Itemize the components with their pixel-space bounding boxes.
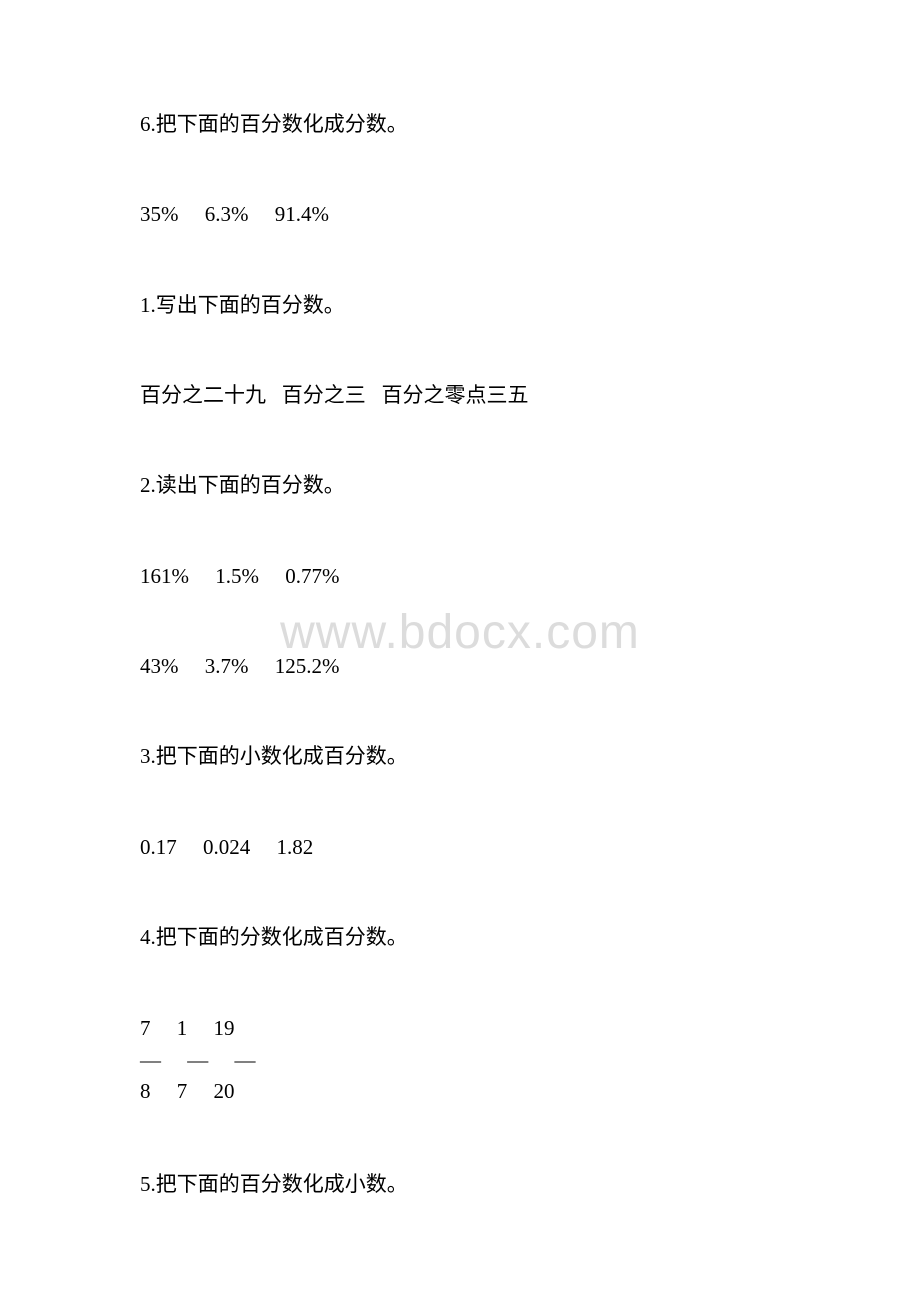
question-5-title: 5.把下面的百分数化成小数。 — [140, 1170, 800, 1198]
fraction-numerators: 7 1 19 — [140, 1013, 800, 1045]
question-6-title: 6.把下面的百分数化成分数。 — [140, 110, 800, 138]
question-6-values: 35% 6.3% 91.4% — [140, 200, 800, 228]
question-4-fractions: 7 1 19 — — — 8 7 20 — [140, 1013, 800, 1108]
question-2-title: 2.读出下面的百分数。 — [140, 471, 800, 499]
question-4-title: 4.把下面的分数化成百分数。 — [140, 923, 800, 951]
question-3-values: 0.17 0.024 1.82 — [140, 833, 800, 861]
document-page: www.bdocx.com 6.把下面的百分数化成分数。 35% 6.3% 91… — [0, 0, 920, 1302]
document-content: 6.把下面的百分数化成分数。 35% 6.3% 91.4% 1.写出下面的百分数… — [0, 0, 920, 1198]
question-1-title: 1.写出下面的百分数。 — [140, 291, 800, 319]
question-1-values: 百分之二十九 百分之三 百分之零点三五 — [140, 381, 800, 409]
question-2-values-row2: 43% 3.7% 125.2% — [140, 652, 800, 680]
fraction-denominators: 8 7 20 — [140, 1076, 800, 1108]
question-3-title: 3.把下面的小数化成百分数。 — [140, 742, 800, 770]
question-2-values-row1: 161% 1.5% 0.77% — [140, 562, 800, 590]
fraction-bars: — — — — [140, 1045, 800, 1077]
